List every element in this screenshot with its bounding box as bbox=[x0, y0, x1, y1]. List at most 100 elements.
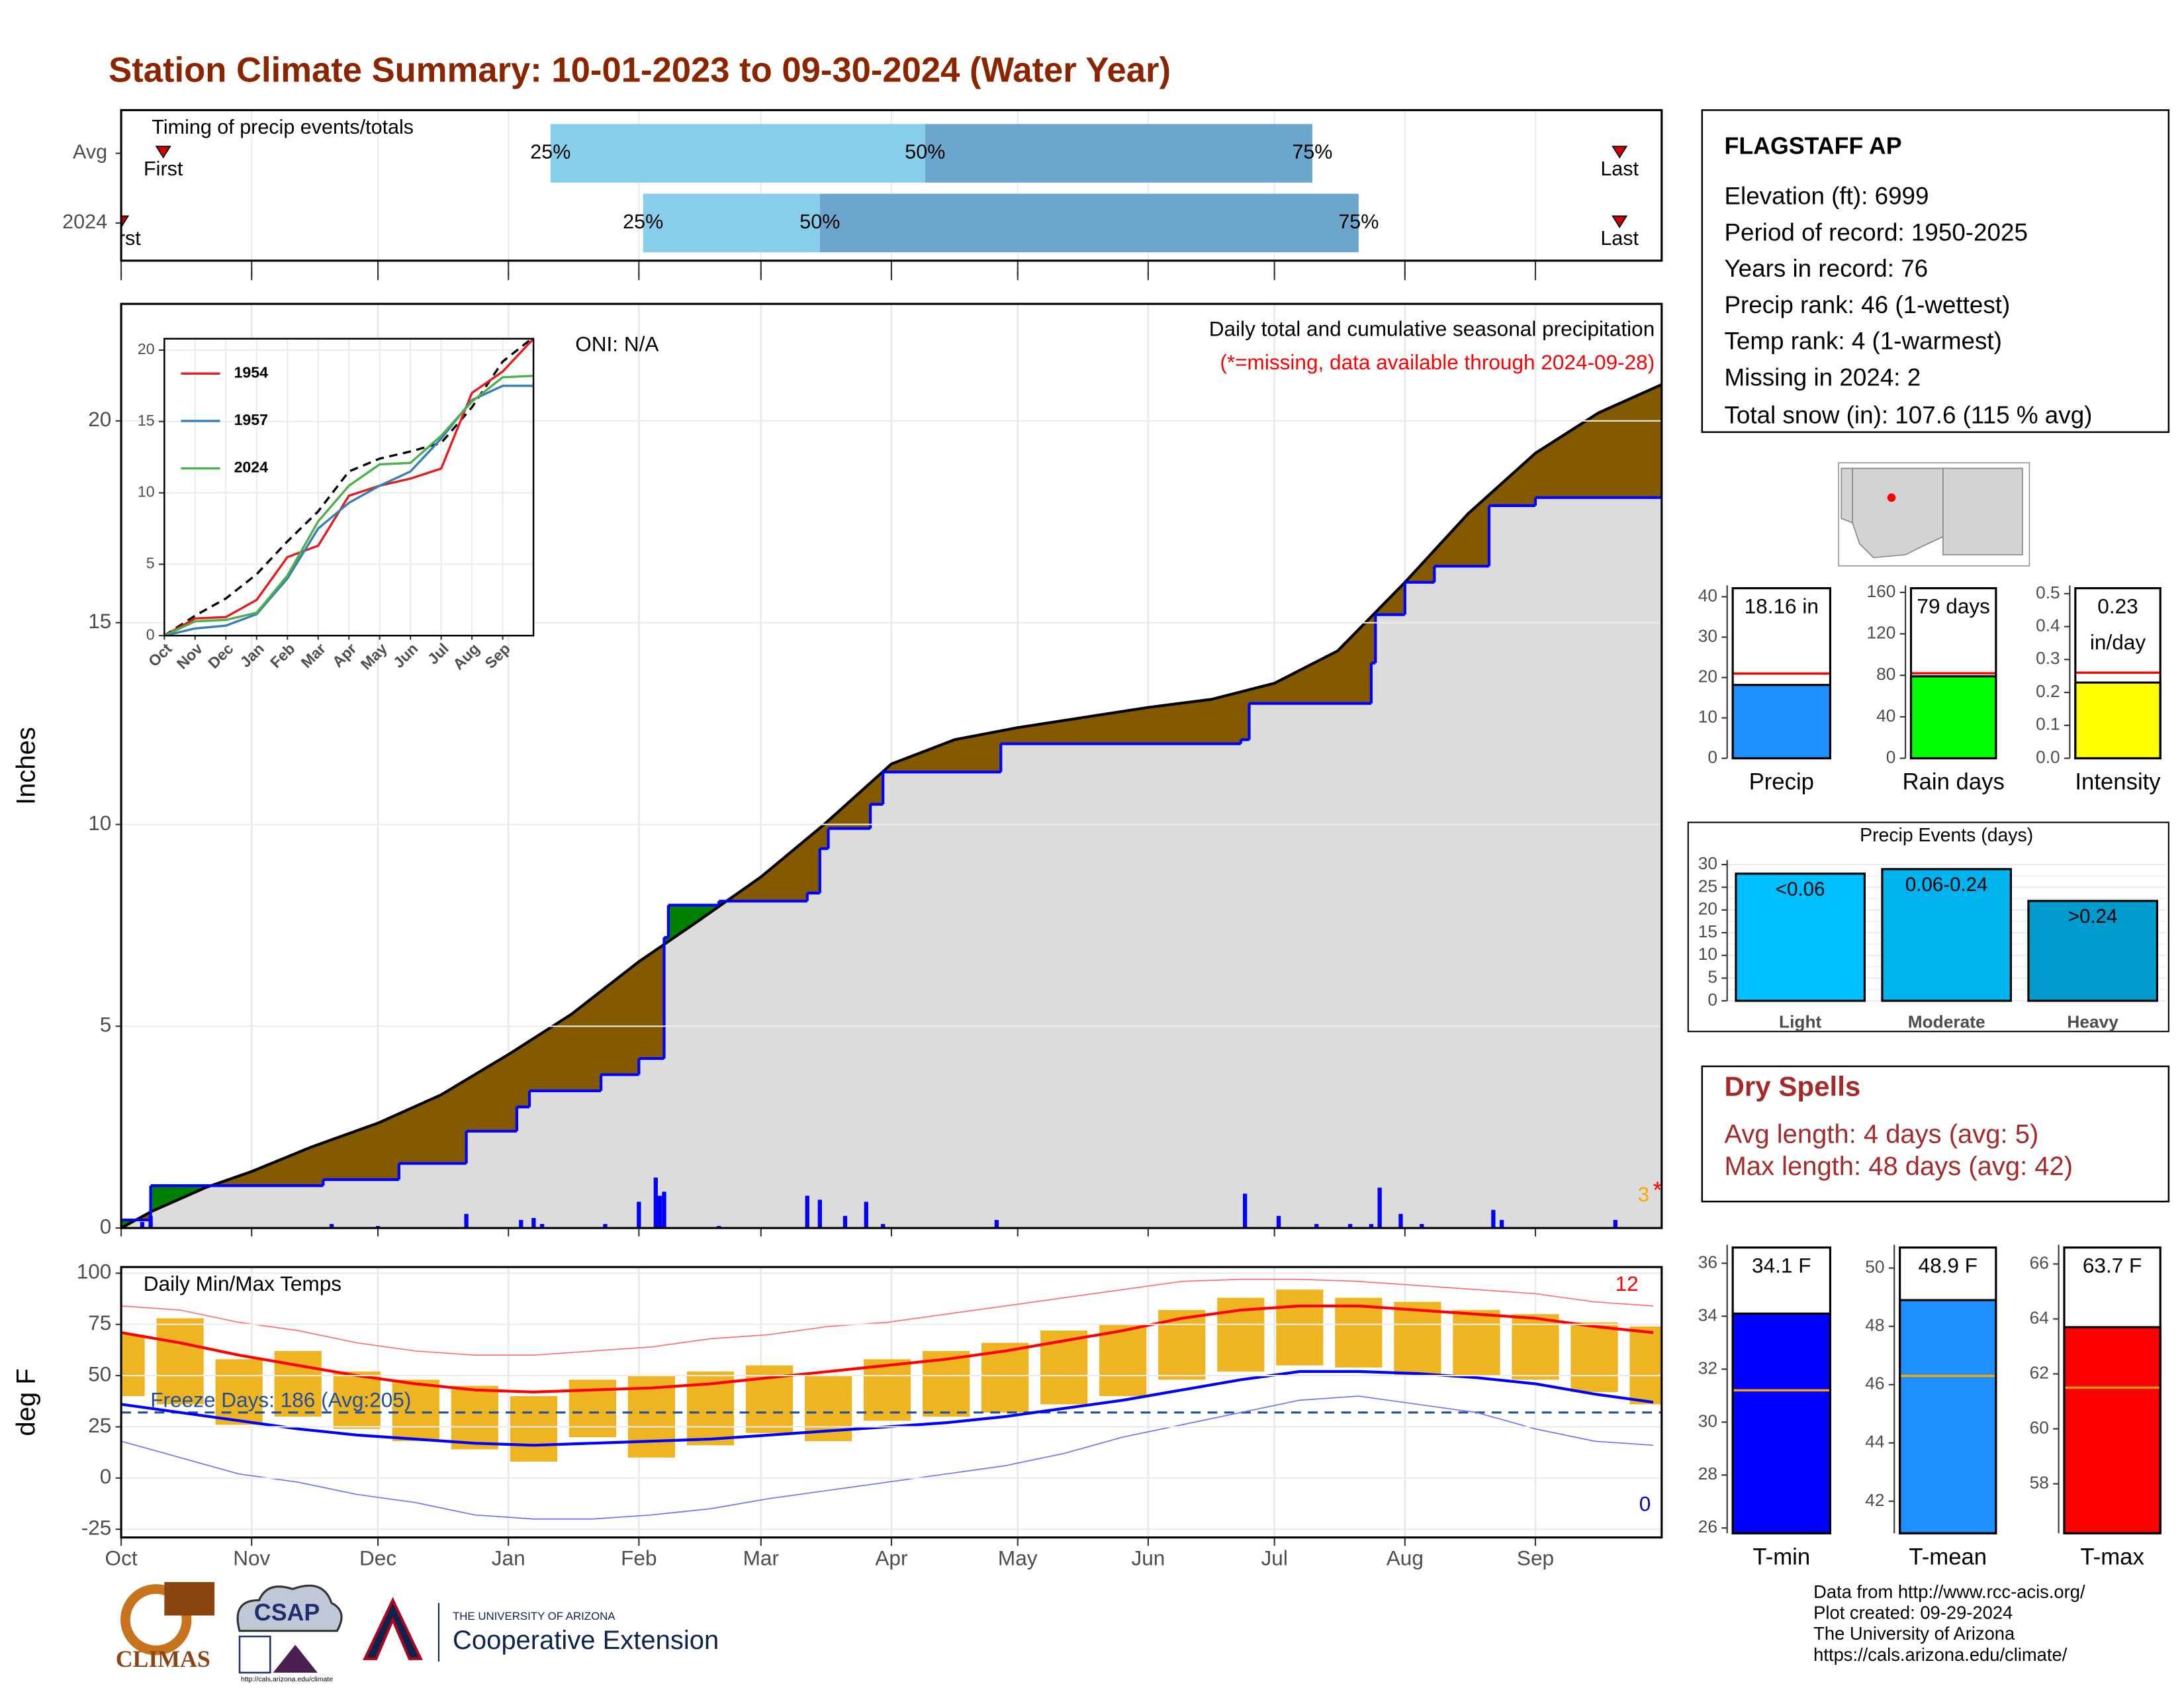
daily-bar bbox=[519, 1219, 523, 1229]
daily-bar bbox=[1491, 1209, 1496, 1229]
y-tick-label: 42 bbox=[1865, 1490, 1884, 1510]
y-tick-label: 0 bbox=[1707, 990, 1717, 1009]
y-tick-label: 44 bbox=[1865, 1432, 1884, 1452]
y-axis-label: deg F bbox=[12, 1368, 41, 1436]
y-tick-label: 10 bbox=[88, 811, 111, 835]
event-marker bbox=[155, 146, 171, 159]
station-line: Precip rank: 46 (1-wettest) bbox=[1724, 291, 2010, 318]
y-tick-label: 25 bbox=[1698, 876, 1717, 896]
y-tick-label: 10 bbox=[1698, 944, 1717, 964]
plot-frame bbox=[163, 338, 535, 637]
daily-bar bbox=[805, 1196, 809, 1229]
summary-bar bbox=[1731, 1312, 1832, 1534]
dry-spells-title: Dry Spells bbox=[1724, 1071, 1860, 1102]
map-state bbox=[1942, 467, 2023, 555]
x-tick-label: Jul bbox=[1261, 1546, 1288, 1570]
series-line bbox=[163, 338, 535, 637]
percentile-label: 25% bbox=[530, 141, 570, 164]
dry-spells-line: Avg length: 4 days (avg: 5) bbox=[1724, 1120, 2038, 1149]
series-line bbox=[163, 336, 535, 637]
summary-frame bbox=[1899, 1246, 1997, 1534]
temp-range-bar bbox=[121, 1335, 145, 1397]
y-tick-label: 0 bbox=[1707, 747, 1717, 767]
event-label: Last bbox=[1600, 158, 1639, 180]
ua-large-text: Cooperative Extension bbox=[453, 1626, 719, 1655]
value-label: 34.1 F bbox=[1752, 1253, 1811, 1277]
y-tick-label: 34 bbox=[1698, 1305, 1717, 1325]
value-label: 0.23 bbox=[2097, 594, 2138, 618]
percentile-label: 50% bbox=[799, 211, 840, 233]
series-line bbox=[163, 385, 534, 637]
plot-frame bbox=[120, 303, 1663, 1229]
category-label: T-mean bbox=[1909, 1544, 1987, 1570]
subtitle: Daily total and cumulative seasonal prec… bbox=[1209, 316, 1655, 340]
temp-range-bar bbox=[215, 1359, 263, 1425]
temp-range-bar bbox=[1335, 1297, 1383, 1368]
climas-mark bbox=[120, 1584, 192, 1656]
y-tick-label: 60 bbox=[2030, 1417, 2049, 1437]
temp-range-bar bbox=[1099, 1324, 1147, 1397]
y-tick-label: 80 bbox=[1876, 664, 1895, 684]
y-tick-label: 0.0 bbox=[2036, 747, 2060, 767]
daily-bar bbox=[1243, 1194, 1248, 1229]
x-tick-label: Dec bbox=[359, 1546, 396, 1570]
y-tick-label: 40 bbox=[1698, 585, 1717, 605]
category-label: Precip bbox=[1749, 770, 1814, 795]
unit-label: in/day bbox=[2090, 630, 2146, 654]
station-line: Temp rank: 4 (1-warmest) bbox=[1724, 328, 2001, 355]
y-tick-label: 26 bbox=[1698, 1517, 1717, 1536]
daily-bar bbox=[637, 1201, 641, 1229]
oni-label: ONI: N/A bbox=[575, 332, 659, 356]
legend-label: 2024 bbox=[234, 459, 269, 476]
y-tick-label: 30 bbox=[1698, 626, 1717, 645]
y-tick-label: -25 bbox=[81, 1516, 112, 1540]
timeline-title: Timing of precip events/totals bbox=[152, 116, 414, 138]
daily-bar bbox=[657, 1196, 662, 1229]
station-line: Period of record: 1950-2025 bbox=[1724, 218, 2027, 246]
daily-bar bbox=[1347, 1224, 1353, 1229]
quartile-bar bbox=[819, 193, 1359, 253]
x-tick-label: Jun bbox=[1131, 1546, 1165, 1570]
daily-bar bbox=[1377, 1188, 1382, 1229]
daily-bar bbox=[1276, 1215, 1281, 1229]
x-tick-label: Nov bbox=[233, 1546, 270, 1570]
quartile-bar bbox=[925, 124, 1312, 183]
y-tick-label: 48 bbox=[1865, 1315, 1884, 1335]
category-label: Rain days bbox=[1903, 770, 2005, 795]
plot-frame bbox=[120, 1266, 1663, 1539]
percentile-label: 75% bbox=[1292, 141, 1332, 164]
daily-bar bbox=[653, 1177, 658, 1229]
y-tick-label: 20 bbox=[88, 407, 111, 431]
missing-note: (*=missing, data available through 2024-… bbox=[1220, 350, 1655, 374]
threshold-label: 0.06-0.24 bbox=[1905, 874, 1987, 896]
record-low-count: 0 bbox=[1639, 1491, 1651, 1515]
summary-frame bbox=[1909, 587, 1997, 760]
temp-range-bar bbox=[451, 1385, 498, 1450]
station-line: Elevation (ft): 6999 bbox=[1724, 183, 1929, 210]
y-tick-label: 0.3 bbox=[2036, 648, 2060, 668]
y-tick-label: 46 bbox=[1865, 1374, 1884, 1393]
temp-range-bar bbox=[156, 1318, 204, 1405]
percentile-label: 25% bbox=[623, 211, 663, 233]
y-tick-label: 0 bbox=[100, 1214, 112, 1238]
y-tick-label: 50 bbox=[88, 1362, 111, 1385]
dry-spells-box bbox=[1701, 1065, 2170, 1203]
category-label: Intensity bbox=[2075, 770, 2161, 795]
panel-box bbox=[1687, 821, 2169, 1033]
y-tick-label: 66 bbox=[2030, 1252, 2049, 1272]
y-tick-label: 120 bbox=[1866, 622, 1895, 642]
y-tick-label: 0.4 bbox=[2036, 616, 2060, 635]
csap-mark bbox=[238, 1635, 271, 1674]
daily-bar bbox=[864, 1201, 868, 1229]
daily-bar bbox=[464, 1213, 469, 1229]
y-tick-label: 10 bbox=[1698, 706, 1717, 726]
temp-title: Daily Min/Max Temps bbox=[144, 1272, 341, 1295]
y-tick-label: 0.1 bbox=[2036, 714, 2060, 734]
y-tick-label: 58 bbox=[2030, 1472, 2049, 1492]
threshold-label: >0.24 bbox=[2068, 906, 2118, 927]
x-tick-label: Mar bbox=[743, 1546, 779, 1570]
station-box bbox=[1701, 109, 2170, 434]
csap-url: http://cals.arizona.edu/climate bbox=[241, 1675, 333, 1683]
x-tick-label: Feb bbox=[621, 1546, 657, 1570]
